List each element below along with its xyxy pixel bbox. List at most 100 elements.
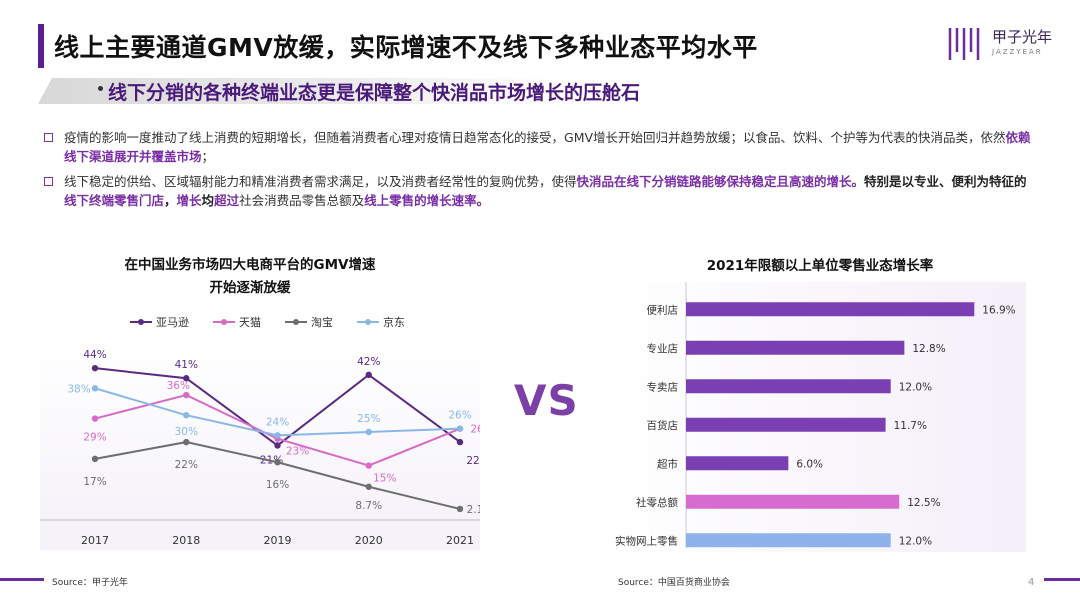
p1-end: ； [201,149,215,164]
line-chart-title: 在中国业务市场四大电商平台的GMV增速 开始逐渐放缓 [60,254,440,300]
bar-chart: 便利店 16.9% 专业店 12.8% 专卖店 12.0% 百货店 11.7% 超市 6.0% 社零… [615,282,1016,548]
data-point [91,364,99,372]
brand-subtext: JAZZYEAR [992,48,1043,56]
bar-value-label: 12.5% [907,497,940,509]
bar-chart-title: 2021年限额以上单位零售业态增长率 [706,258,934,274]
bar [686,456,789,471]
p2-highlight-3: 增长 [176,193,202,208]
bar [686,340,905,355]
data-label: 17% [83,476,106,488]
category-label: 便利店 [647,303,679,316]
data-point [456,505,464,513]
bar-value-label: 16.9% [982,304,1015,316]
data-point [91,385,99,392]
x-tick-label: 2019 [264,534,292,547]
page-subtitle: 线下分销的各种终端业态更是保障整个快消品市场增长的压舱石 [108,82,641,104]
bar [686,302,975,317]
legend-swatch-icon [130,319,152,325]
line-chart-title-2: 开始逐渐放缓 [209,280,291,296]
paragraph-1: 疫情的影响一度推动了线上消费的短期增长，但随着消费者心理对疫情日趋常态化的接受，… [64,128,1036,166]
data-point [365,371,372,379]
category-label: 百货店 [647,419,679,432]
brand-logo-icon [948,28,980,60]
category-label: 超市 [657,457,678,470]
page-number: 4 [1028,577,1035,588]
p2-text: 线下稳定的供给、区域辐射能力和精准消费者需求满足，以及消费者经常性的复购优势，使… [64,174,577,189]
line-chart-title-1: 在中国业务市场四大电商平台的GMV增速 [124,257,376,273]
data-point [183,412,190,419]
x-tick-label: 2020 [355,534,383,547]
legend-label: 京东 [383,316,405,329]
bar-value-label: 12.0% [899,381,932,393]
data-label: 38% [67,383,90,395]
data-label: 26% [470,424,480,436]
p2-highlight-1: 快消品在线下分销链路能够保持稳定且高速的增长。 [576,174,865,189]
footer-accent-left [0,578,44,581]
data-label: 29% [83,432,106,444]
data-point [365,428,372,436]
p2-highlight-5: 线上零售的增长速率。 [364,193,490,208]
line-chart: 2017201820192020202144%41%21%42%22%29%36… [40,349,480,547]
data-label: 30% [175,426,198,438]
data-label: 8.7% [355,500,382,512]
legend-swatch-icon [285,319,307,325]
p2-text-3: 均 [201,193,215,208]
legend-item-tmall: 天猫 [213,314,261,330]
data-point [274,442,281,449]
brand-name: 甲子光年 [992,28,1053,46]
subtitle-band [38,78,558,104]
legend-item-taobao: 淘宝 [285,314,333,330]
p2-highlight-2: 线下终端零售门店 [64,193,165,208]
legend-label: 淘宝 [311,316,333,329]
bar-value-label: 12.0% [899,535,932,547]
data-point [365,483,372,490]
bullet-square-icon [44,177,53,186]
p1-text: 疫情的影响一度推动了线上消费的短期增长，但随着消费者心理对疫情日趋常态化的接受，… [64,130,1006,145]
legend-item-jd: 京东 [357,314,405,330]
category-label: 实物网上零售 [615,534,678,547]
bar [686,494,900,509]
category-label: 专业店 [647,342,679,355]
data-label: 22% [466,455,480,467]
legend-label: 亚马逊 [156,316,189,329]
bullet-dot-icon [98,86,103,91]
legend-label: 天猫 [239,316,261,329]
category-label: 专卖店 [647,380,679,393]
data-label: 15% [373,473,396,485]
line-chart-background [40,338,480,550]
series-line-2 [94,441,461,510]
bar-value-label: 6.0% [796,458,823,470]
bullet-square-icon [44,133,53,142]
p2-highlight-4: 超过 [214,193,240,208]
data-label: 44% [83,349,106,361]
bar [686,379,891,394]
bar [686,533,891,548]
vs-label: VS [514,376,579,425]
x-tick-label: 2018 [172,534,200,547]
data-label: 23% [286,446,309,458]
p1-highlight: 依赖线下渠道展开并覆盖市场 [64,130,1031,164]
data-point [456,438,464,446]
line-chart-legend: 亚马逊 天猫 淘宝 京东 [130,314,405,330]
source-right: Source：中国百货商业协会 [618,578,730,588]
data-point [183,438,190,446]
data-label: 42% [357,356,380,368]
legend-swatch-icon [357,319,379,325]
footer-accent-right [1044,578,1080,581]
bar-value-label: 11.7% [894,420,927,432]
data-label: 41% [175,359,198,371]
p2-text-2: 特别是以专业、便利为特征的 [864,174,1027,189]
data-point [274,459,281,466]
data-point [274,432,281,439]
x-tick-label: 2021 [446,534,474,547]
data-label: 25% [357,413,380,425]
category-label: 社零总额 [636,496,678,509]
source-left: Source：甲子光年 [52,578,128,588]
data-point [456,425,464,432]
legend-swatch-icon [213,319,235,325]
data-point [183,375,190,382]
page-title: 线上主要通道GMV放缓，实际增速不及线下多种业态平均水平 [54,33,758,62]
data-point [183,391,190,399]
data-label: 24% [266,416,289,428]
data-label: 16% [266,479,289,491]
